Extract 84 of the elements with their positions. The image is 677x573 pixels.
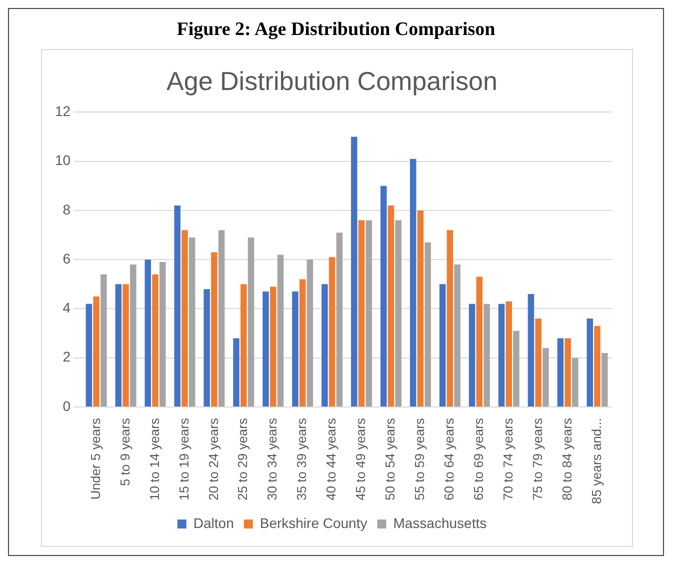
legend-label: Dalton: [193, 514, 234, 531]
legend-label: Massachusetts: [393, 514, 487, 531]
x-tick-label: 50 to 54 years: [382, 418, 398, 500]
bar: [218, 230, 225, 406]
bar: [159, 262, 166, 406]
bar: [306, 260, 314, 406]
bar: [292, 292, 298, 406]
y-tick-label: 2: [62, 348, 71, 365]
bar: [388, 206, 394, 406]
bar: [262, 292, 269, 406]
bar: [336, 232, 343, 406]
caption: Figure 2: Age Distribution Comparison: [176, 19, 496, 41]
x-tick-label: 60 to 64 years: [442, 418, 457, 500]
bar: [498, 304, 505, 406]
y-tick-label: 6: [62, 250, 71, 266]
x-tick-label: 10 to 14 years: [146, 418, 162, 500]
bar: [240, 284, 247, 406]
bar: [528, 294, 534, 406]
bar: [468, 304, 476, 406]
y-tick-label: 12: [54, 103, 71, 120]
bar: [358, 220, 365, 406]
bar: [417, 210, 424, 406]
bar: [86, 304, 92, 406]
legend-label: Berkshire County: [260, 514, 368, 531]
bar: [542, 348, 549, 406]
bar: [506, 301, 512, 406]
x-tick-label: 65 to 69 years: [470, 418, 486, 500]
y-tick-label: 10: [54, 152, 71, 168]
bar: [277, 254, 284, 406]
bar: [484, 304, 490, 406]
bar: [535, 318, 542, 406]
bar: [233, 338, 240, 406]
bar: [299, 279, 306, 406]
bar: [395, 220, 402, 406]
bar: [564, 338, 571, 406]
bar: [204, 289, 210, 406]
bar: [122, 284, 129, 406]
x-tick-label: 30 to 34 years: [264, 418, 280, 500]
x-tick-label: 75 to 79 years: [530, 418, 545, 500]
bar: [586, 318, 594, 406]
x-tick-label: 45 to 49 years: [353, 418, 368, 500]
bar: [152, 274, 158, 406]
bar: [174, 206, 180, 406]
bar: [366, 220, 372, 406]
bar: [182, 230, 188, 406]
chart-title: Age Distribution Comparison: [166, 66, 498, 96]
bar: [424, 242, 431, 406]
x-tick-label: 20 to 24 years: [206, 418, 221, 500]
bar: [454, 264, 460, 406]
bar: [248, 237, 254, 406]
x-tick-label: 15 to 19 years: [176, 418, 192, 500]
bar: [476, 276, 483, 406]
bar: [144, 260, 152, 406]
x-tick-label: Under 5 years: [88, 418, 103, 500]
x-tick-label: 35 to 39 years: [294, 418, 310, 500]
bar: [602, 352, 608, 406]
bar: [188, 237, 196, 406]
bar: [513, 330, 520, 406]
bar: [572, 358, 578, 406]
bar: [380, 186, 387, 406]
bar: [322, 284, 328, 406]
y-tick-label: 0: [62, 398, 71, 414]
bar: [211, 252, 218, 406]
bar: [93, 296, 100, 406]
x-tick-label: 70 to 74 years: [500, 418, 516, 500]
bar: [351, 136, 358, 406]
bar: [270, 286, 276, 406]
bar: [557, 338, 564, 406]
bar: [100, 274, 107, 406]
x-tick-label: 5 to 9 years: [117, 418, 132, 486]
x-tick-label: 80 to 84 years: [559, 418, 574, 500]
y-tick-label: 4: [62, 300, 71, 316]
bar: [115, 284, 122, 406]
y-tick-label: 8: [62, 201, 71, 218]
bar: [328, 257, 336, 406]
bar: [410, 158, 416, 406]
bar: [130, 264, 136, 406]
bar: [446, 230, 454, 406]
bar: [439, 284, 446, 406]
bar: [594, 326, 600, 406]
x-tick-label: 25 to 29 years: [235, 418, 250, 500]
x-tick-label: 40 to 44 years: [324, 418, 339, 500]
x-tick-label: 55 to 59 years: [412, 418, 428, 500]
x-tick-label: 85 years and...: [588, 418, 604, 504]
